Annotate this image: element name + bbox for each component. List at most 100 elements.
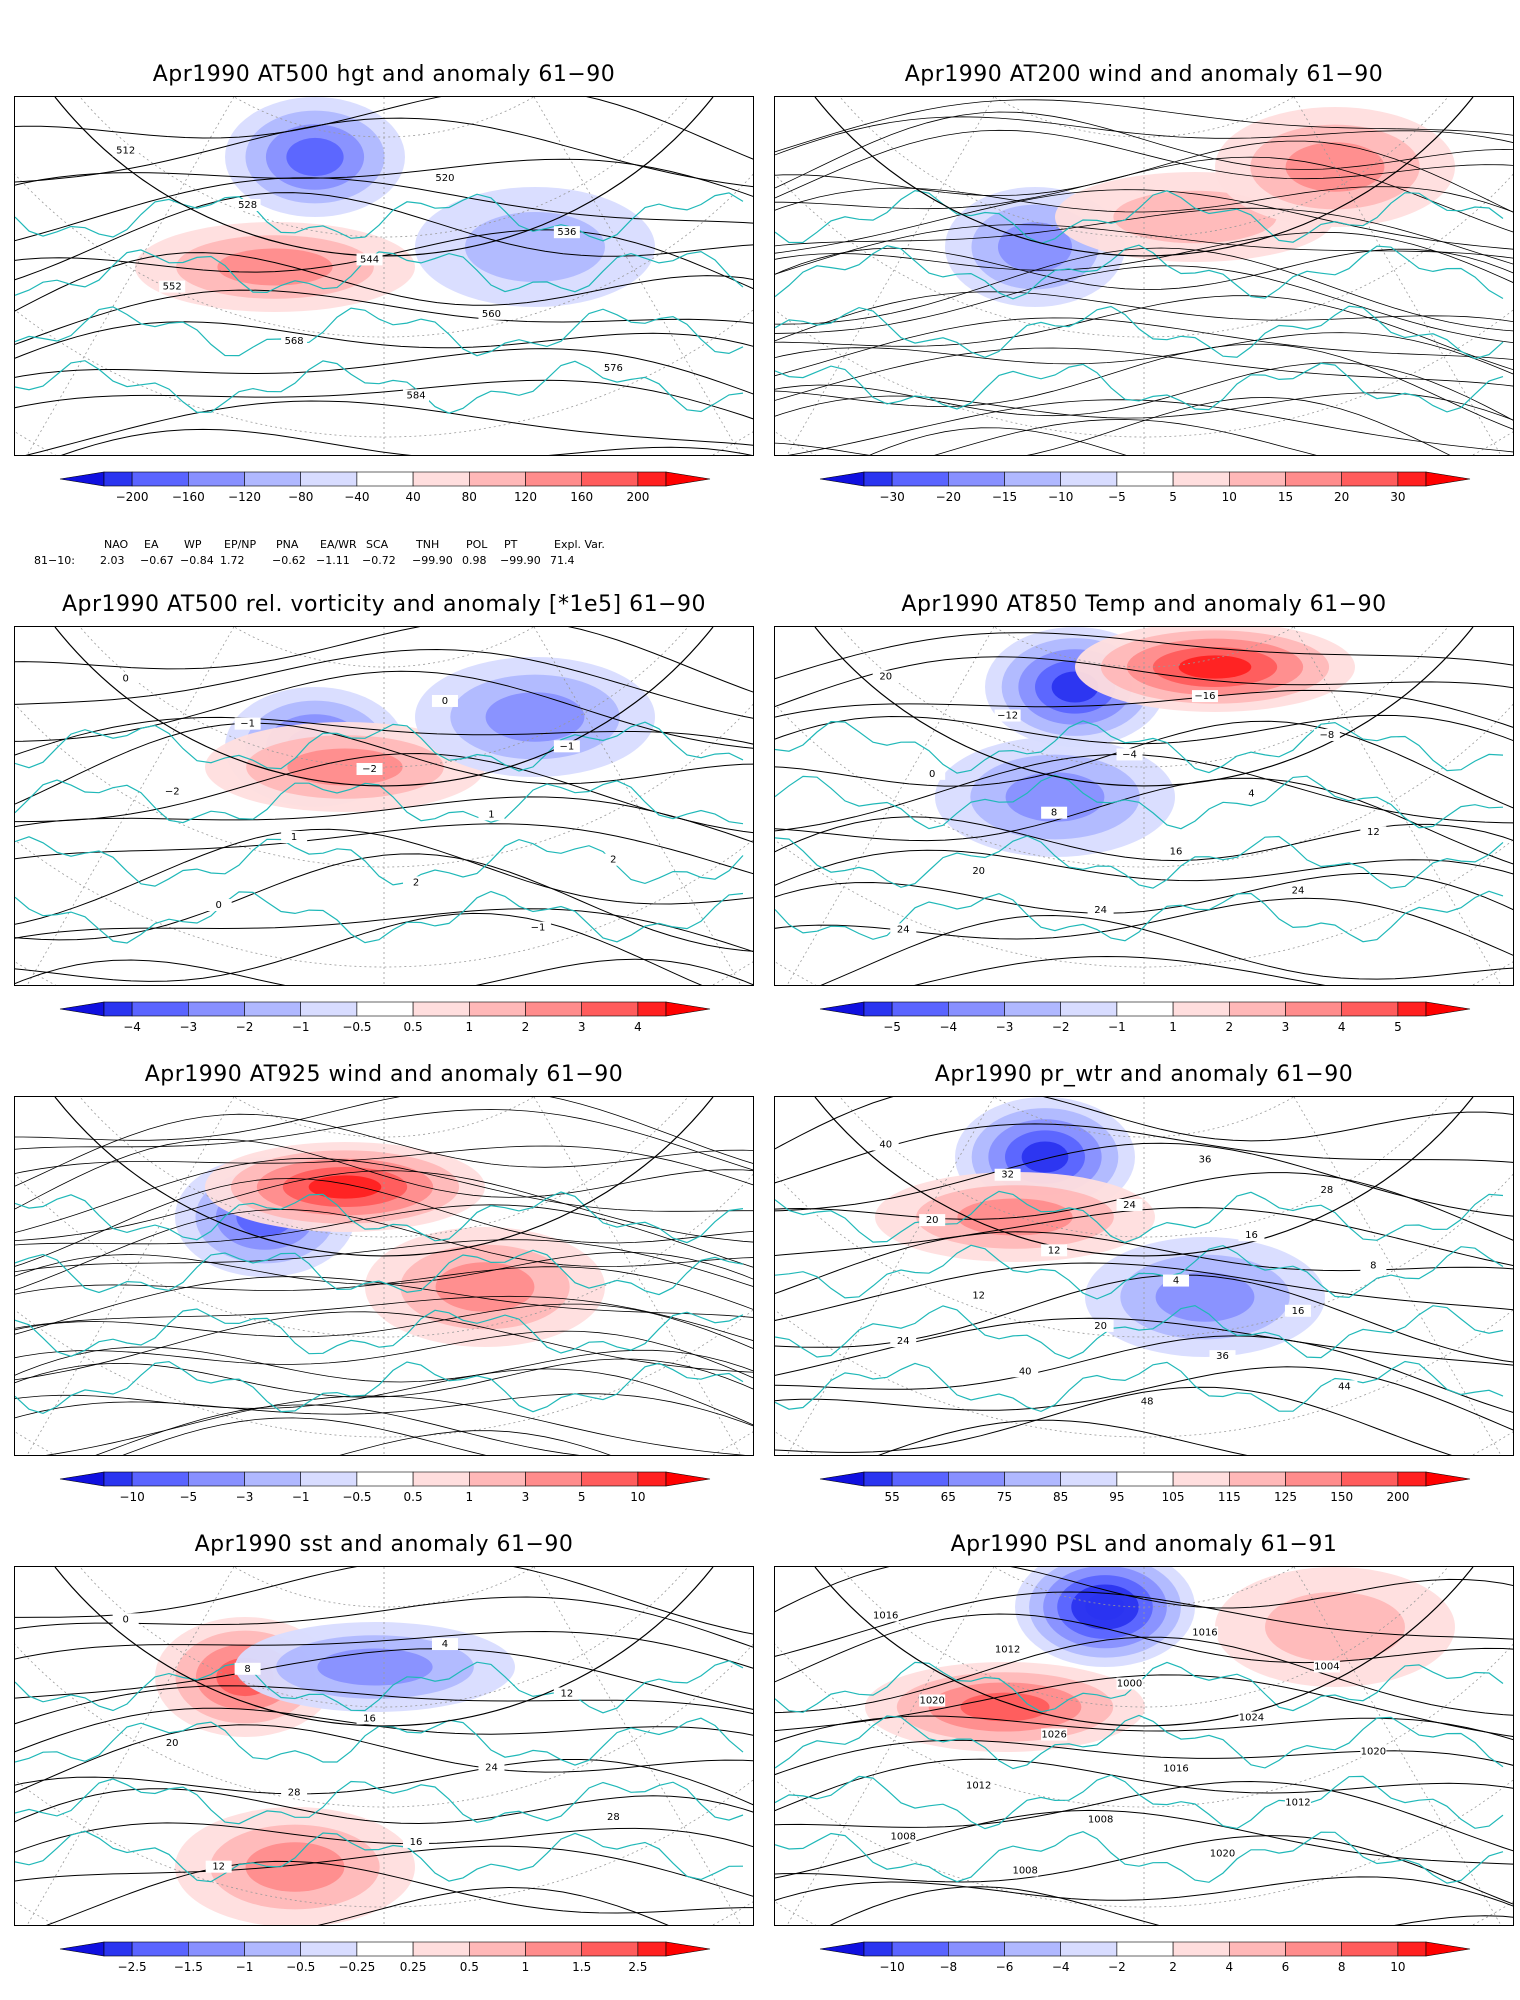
wind-streamline [95, 1404, 580, 1455]
contour-line [15, 1759, 753, 1806]
svg-text:1000: 1000 [1117, 1678, 1142, 1689]
colorbar-tick-label: −6 [996, 1960, 1014, 1974]
contour-label: 1026 [1041, 1728, 1068, 1741]
colorbar-tick-label: 3 [1282, 1020, 1290, 1034]
coastline [775, 362, 1504, 413]
colorbar-tick-label: 0.5 [460, 1960, 479, 1974]
colorbar-tick-label: 1 [465, 1020, 473, 1034]
contour-label: −16 [1191, 690, 1218, 703]
colorbar-swatch [1060, 1941, 1118, 1957]
colorbar-swatch [863, 1001, 893, 1017]
colorbar-swatch [468, 1941, 526, 1957]
colorbar-tick-label: 1 [465, 1490, 473, 1504]
colorbar-tick-label: −120 [228, 490, 261, 504]
svg-text:12: 12 [1367, 827, 1380, 838]
wind-streamline [15, 1330, 753, 1379]
colorbar-min-arrow [819, 471, 865, 487]
contour-line [829, 1886, 1513, 1925]
colorbar-swatch [1397, 471, 1427, 487]
wind-streamline [15, 1113, 753, 1187]
svg-text:−1: −1 [240, 719, 255, 730]
colorbar-swatch [891, 1471, 949, 1487]
contour-label: 24 [478, 1761, 505, 1774]
teleconnection-value: −99.90 [500, 554, 541, 567]
contour-line [15, 958, 753, 985]
colorbar-tick-label: −3 [236, 1490, 254, 1504]
wind-streamline [339, 1430, 611, 1455]
colorbar: −4 −3 −2 −1 −0.5 0.5 1 2 3 4 [59, 998, 711, 1038]
contour-label: 12 [1041, 1244, 1068, 1257]
contour-line [15, 192, 753, 281]
wind-streamline [934, 419, 1317, 455]
svg-text:−2: −2 [165, 787, 180, 798]
colorbar-tick-label: 6 [1282, 1960, 1290, 1974]
colorbar-swatch [1285, 1941, 1343, 1957]
contour-line [775, 1613, 1513, 1683]
contour-label: 0 [205, 899, 232, 912]
contour-line [317, 1886, 669, 1925]
colorbar-tick-label: 55 [884, 1490, 899, 1504]
contour-label: 1008 [1012, 1864, 1039, 1877]
contour-line [15, 823, 753, 875]
colorbar-swatch [948, 1001, 1005, 1017]
colorbar-min-arrow [59, 471, 105, 487]
contour-label: 16 [1284, 1304, 1311, 1317]
contour-label: 28 [1313, 1183, 1340, 1196]
contour-label: 12 [205, 1860, 232, 1873]
wind-streamline [775, 111, 1513, 189]
contour-label: 520 [431, 171, 458, 184]
colorbar-tick-label: 3 [522, 1490, 530, 1504]
teleconnection-value: −1.11 [316, 554, 350, 567]
svg-text:4: 4 [1173, 1276, 1179, 1287]
colorbar-swatch [188, 1001, 245, 1017]
coastline [15, 1778, 744, 1825]
colorbar-swatch [188, 1471, 245, 1487]
longitude-gridline [1293, 1097, 1502, 1455]
svg-text:0: 0 [929, 769, 935, 780]
teleconnection-value: −0.84 [180, 554, 214, 567]
panel-title: Apr1990 AT200 wind and anomaly 61−90 [904, 62, 1384, 87]
colorbar-swatch [244, 1001, 302, 1017]
longitude-gridline [786, 97, 995, 455]
colorbar-tick-label: −1 [236, 1960, 254, 1974]
colorbar-swatch [863, 1941, 893, 1957]
contour-line [775, 1097, 1513, 1150]
contour-line [15, 1845, 753, 1897]
colorbar-tick-label: 1 [1169, 1020, 1177, 1034]
colorbar: −30 −20 −15 −10 −5 5 10 15 20 30 [819, 468, 1471, 508]
panel-title: Apr1990 AT500 hgt and anomaly 61−90 [152, 62, 616, 87]
colorbar-swatch [1341, 1471, 1399, 1487]
svg-text:12: 12 [972, 1291, 985, 1302]
colorbar-swatch [468, 1471, 526, 1487]
colorbar-swatch [131, 471, 189, 487]
colorbar-swatch [1172, 471, 1230, 487]
svg-text:560: 560 [482, 309, 501, 320]
contour-line [775, 689, 1513, 728]
wind-streamline [775, 247, 1513, 332]
wind-streamline [775, 392, 1513, 421]
contour-line [15, 379, 753, 420]
contour-label: 16 [403, 1835, 430, 1848]
teleconnection-value: −0.67 [140, 554, 174, 567]
panel-title: Apr1990 pr_wtr and anomaly 61−90 [934, 1062, 1354, 1087]
colorbar-tick-label: −4 [123, 1020, 141, 1034]
svg-text:0: 0 [123, 1614, 129, 1625]
colorbar-tick-label: 2 [522, 1020, 530, 1034]
colorbar-swatch [1116, 471, 1174, 487]
colorbar: −10 −8 −6 −4 −2 2 4 6 8 10 [819, 1938, 1471, 1978]
colorbar-swatch [300, 1001, 358, 1017]
svg-text:1020: 1020 [1361, 1747, 1386, 1758]
contour-label: 40 [1012, 1365, 1039, 1378]
colorbar-tick-label: 5 [1169, 490, 1177, 504]
coastline [775, 720, 1504, 774]
longitude-gridline [26, 97, 235, 455]
panel-title: Apr1990 PSL and anomaly 61−91 [950, 1532, 1338, 1557]
negative-anomaly-shading [317, 1648, 433, 1686]
longitude-gridline [533, 1567, 742, 1925]
svg-text:32: 32 [1001, 1170, 1014, 1181]
colorbar-swatch [948, 471, 1005, 487]
wind-streamline [775, 265, 1513, 344]
colorbar-swatch [1228, 1471, 1286, 1487]
svg-text:1008: 1008 [1088, 1815, 1113, 1826]
contour-line [15, 796, 753, 843]
